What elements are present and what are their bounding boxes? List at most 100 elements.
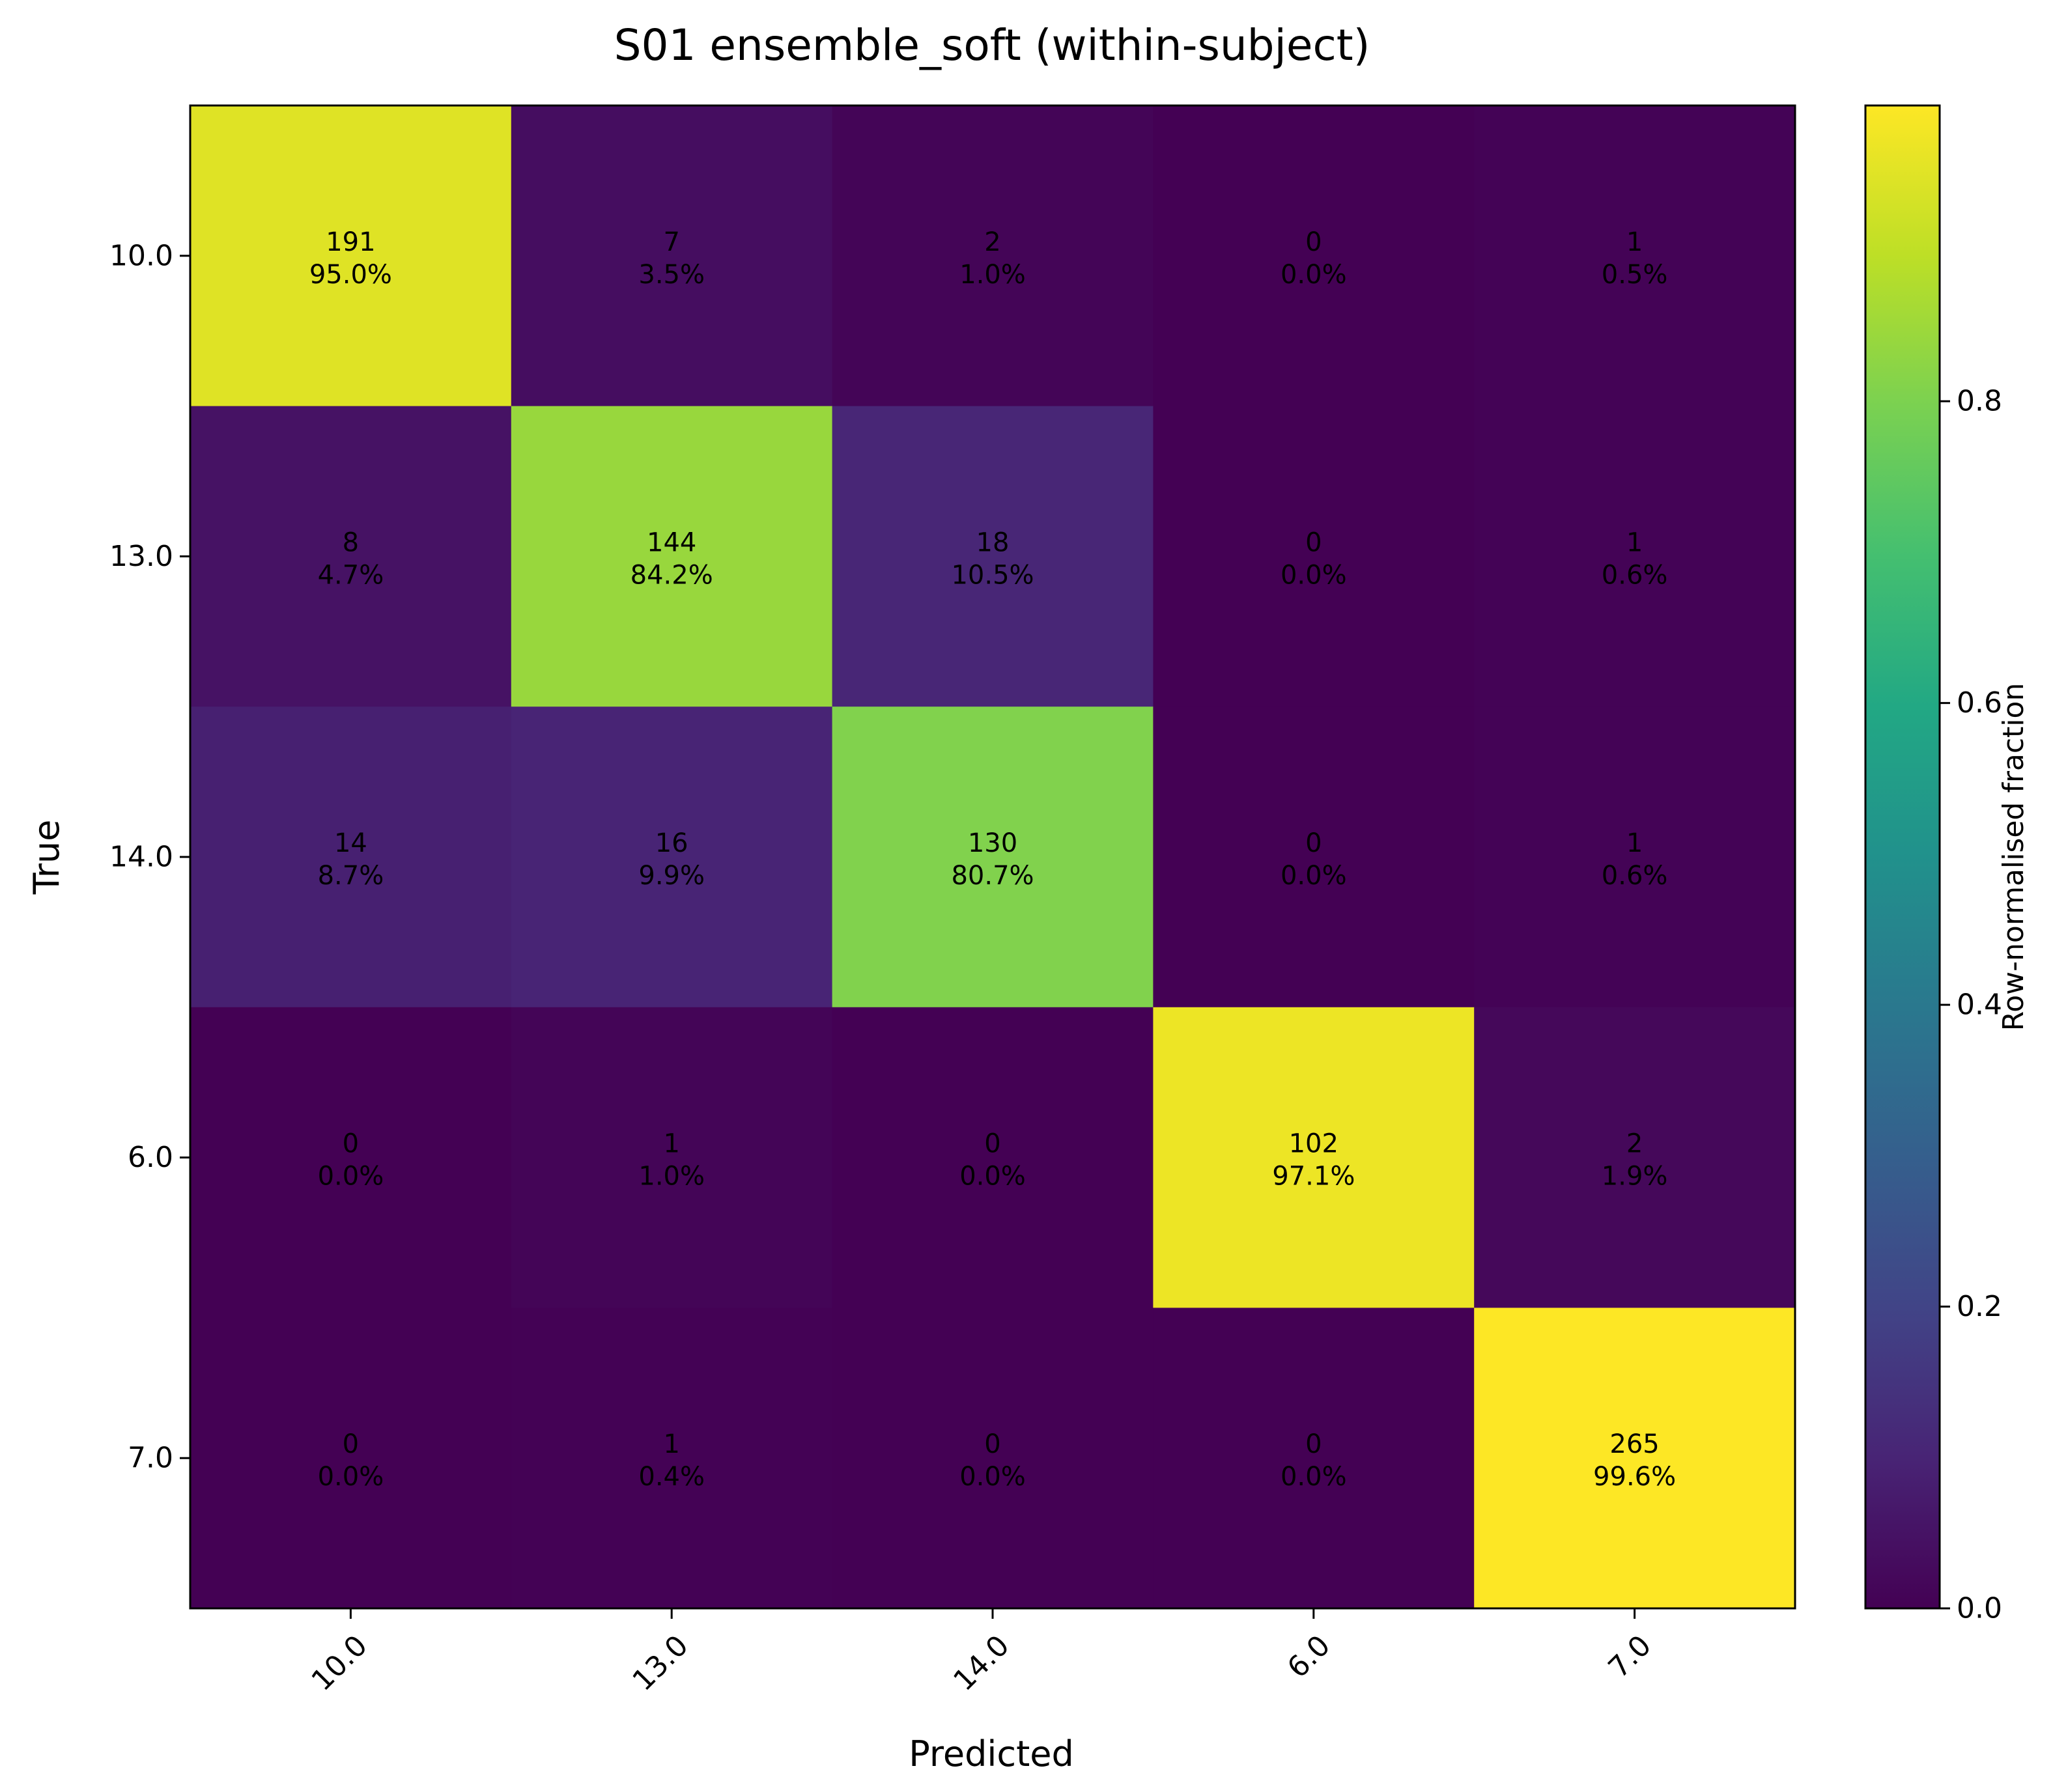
heatmap-cell (511, 406, 833, 707)
cell-percent-label: 0.6% (1602, 560, 1668, 590)
y-tick-label: 13.0 (109, 540, 173, 573)
cell-count-label: 0 (984, 1129, 1000, 1159)
cell-percent-label: 0.0% (959, 1462, 1026, 1492)
heatmap-cell (1153, 406, 1475, 707)
cell-count-label: 0 (1305, 527, 1322, 557)
heatmap-cell (511, 105, 833, 407)
cell-percent-label: 8.7% (318, 861, 384, 891)
colorbar-label: Row-normalised fraction (1997, 683, 2030, 1031)
cell-percent-label: 0.0% (318, 1462, 384, 1492)
colorbar-tick-label: 0.0 (1957, 1592, 2002, 1625)
cell-percent-label: 0.0% (1281, 861, 1347, 891)
heatmap-cell (1474, 1007, 1796, 1308)
heatmap-cell (1474, 1308, 1796, 1609)
cell-percent-label: 0.0% (1281, 260, 1347, 290)
y-tick-label: 7.0 (128, 1442, 173, 1475)
heatmap-cell (1474, 105, 1796, 407)
cell-percent-label: 9.9% (638, 861, 705, 891)
heatmap-cell (832, 1308, 1154, 1609)
cell-percent-label: 80.7% (951, 861, 1034, 891)
y-tick-label: 14.0 (109, 841, 173, 874)
cell-count-label: 1 (1626, 828, 1643, 858)
x-tick-label: 13.0 (626, 1629, 694, 1697)
cell-percent-label: 10.5% (951, 560, 1034, 590)
cell-count-label: 130 (968, 828, 1017, 858)
heatmap-cell (190, 406, 512, 707)
heatmap-cell (1153, 707, 1475, 1008)
cell-count-label: 8 (343, 527, 359, 557)
heatmap-cell (511, 1308, 833, 1609)
cell-percent-label: 0.0% (1281, 560, 1347, 590)
cell-percent-label: 0.0% (1281, 1462, 1347, 1492)
x-axis-label: Predicted (909, 1733, 1074, 1774)
heatmap-cell (1153, 1007, 1475, 1308)
cell-count-label: 1 (663, 1129, 679, 1159)
cell-percent-label: 0.0% (318, 1162, 384, 1192)
heatmap-cell (832, 707, 1154, 1008)
cell-percent-label: 0.6% (1602, 861, 1668, 891)
colorbar-tick-label: 0.6 (1957, 686, 2002, 720)
cell-percent-label: 99.6% (1593, 1462, 1676, 1492)
x-tick-label: 6.0 (1281, 1629, 1337, 1685)
colorbar (1864, 104, 1941, 1610)
cell-count-label: 0 (343, 1429, 359, 1459)
y-axis-label: True (26, 820, 67, 895)
heatmap-cell (511, 707, 833, 1008)
cell-percent-label: 1.9% (1602, 1162, 1668, 1192)
cell-count-label: 1 (1626, 527, 1643, 557)
cell-percent-label: 84.2% (630, 560, 713, 590)
cell-count-label: 14 (334, 828, 367, 858)
x-tick-label: 14.0 (947, 1629, 1015, 1697)
cell-count-label: 7 (663, 227, 679, 257)
heatmap-cell (832, 1007, 1154, 1308)
cell-count-label: 102 (1289, 1129, 1338, 1159)
cell-percent-label: 3.5% (638, 260, 705, 290)
cell-percent-label: 97.1% (1272, 1162, 1355, 1192)
cell-count-label: 16 (655, 828, 688, 858)
cell-count-label: 0 (343, 1129, 359, 1159)
chart-title: S01 ensemble_soft (within-subject) (614, 20, 1370, 70)
cell-percent-label: 1.0% (959, 260, 1026, 290)
cell-count-label: 0 (1305, 1429, 1322, 1459)
cell-count-label: 0 (1305, 227, 1322, 257)
heatmap-cell (190, 1308, 512, 1609)
cell-count-label: 1 (1626, 227, 1643, 257)
y-tick-label: 6.0 (128, 1141, 173, 1174)
heatmap-cell (1474, 406, 1796, 707)
cell-count-label: 2 (1626, 1129, 1643, 1159)
cell-percent-label: 0.5% (1602, 260, 1668, 290)
cell-count-label: 265 (1609, 1429, 1659, 1459)
cell-percent-label: 95.0% (309, 260, 392, 290)
y-tick-label: 10.0 (109, 239, 173, 272)
heatmap-cell (1153, 105, 1475, 407)
heatmap-cell (190, 707, 512, 1008)
heatmap-cell (1474, 707, 1796, 1008)
x-tick-label: 7.0 (1602, 1629, 1658, 1685)
heatmap-cells (190, 105, 1796, 1609)
cell-count-label: 1 (663, 1429, 679, 1459)
cell-count-label: 0 (1305, 828, 1322, 858)
colorbar-ticks: 0.0 0.2 0.4 0.6 0.8 (1940, 385, 2002, 1625)
heatmap-cell (190, 1007, 512, 1308)
heatmap-cell (832, 105, 1154, 407)
cell-percent-label: 0.4% (638, 1462, 705, 1492)
y-axis-ticks: 10.0 13.0 14.0 6.0 7.0 (109, 239, 190, 1475)
colorbar-tick-label: 0.8 (1957, 385, 2002, 418)
cell-count-label: 191 (326, 227, 375, 257)
cell-count-label: 18 (976, 527, 1010, 557)
heatmap-cell-labels: 19195.0%73.5%21.0%00.0%10.5%84.7%14484.2… (309, 227, 1676, 1492)
cell-percent-label: 4.7% (318, 560, 384, 590)
heatmap-cell (832, 406, 1154, 707)
cell-percent-label: 0.0% (959, 1162, 1026, 1192)
cell-count-label: 2 (984, 227, 1000, 257)
colorbar-tick-label: 0.2 (1957, 1290, 2002, 1323)
heatmap-cell (1153, 1308, 1475, 1609)
x-tick-label: 10.0 (305, 1629, 374, 1697)
x-axis-ticks: 10.0 13.0 14.0 6.0 7.0 (305, 1608, 1658, 1698)
heatmap-cell (190, 105, 512, 407)
cell-count-label: 144 (647, 527, 696, 557)
cell-count-label: 0 (984, 1429, 1000, 1459)
colorbar-tick-label: 0.4 (1957, 988, 2002, 1022)
cell-percent-label: 1.0% (638, 1162, 705, 1192)
